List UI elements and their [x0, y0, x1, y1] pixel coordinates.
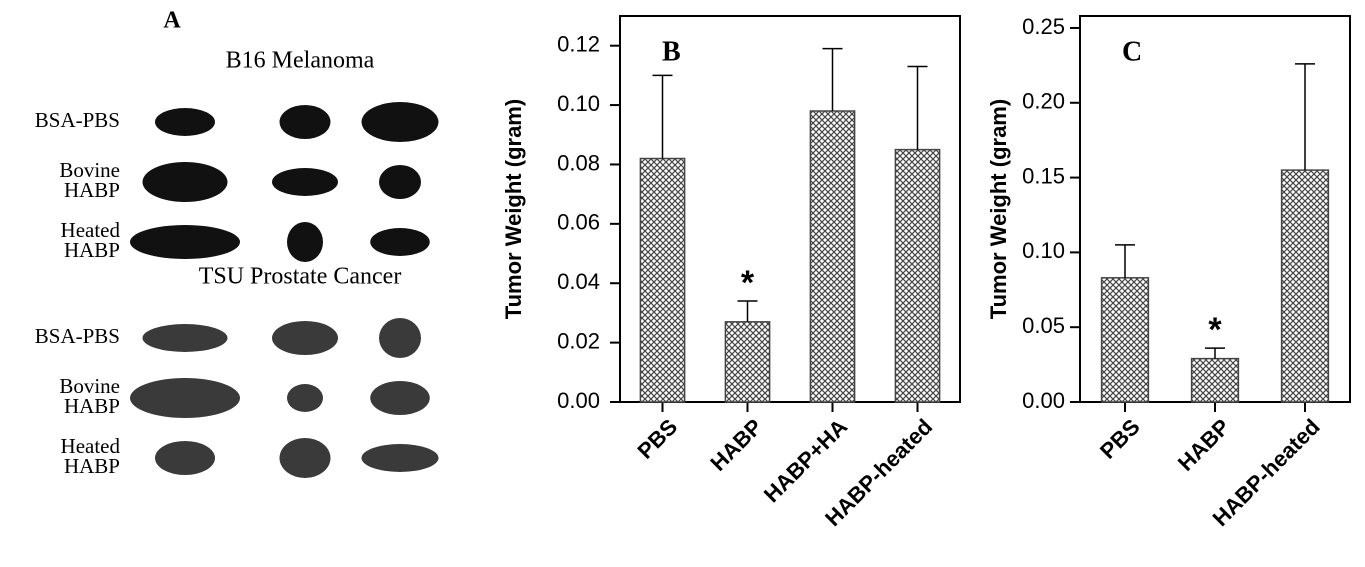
tumor-image [142, 162, 228, 202]
x-tick-label: PBS [1095, 414, 1145, 464]
error-bar [822, 47, 843, 112]
row-label: Bovine [59, 158, 120, 182]
error-bar [907, 65, 928, 150]
row-label: HABP [64, 454, 120, 478]
plot-frame [619, 15, 961, 403]
tumor-image [361, 444, 439, 472]
y-tick-label: 0.00 [1022, 388, 1065, 413]
tumor-image [130, 378, 240, 418]
y-tick-label: 0.00 [557, 388, 600, 413]
error-bar [1205, 347, 1225, 359]
y-tick-label: 0.10 [1022, 238, 1065, 263]
bar [1190, 357, 1240, 403]
bar [809, 110, 856, 403]
tumor-image [379, 165, 421, 199]
error-bar [737, 300, 758, 322]
y-axis-label: Tumor Weight (gram) [986, 99, 1011, 319]
row-label: Heated [61, 434, 121, 458]
panel-label: B [662, 36, 681, 67]
y-tick-label: 0.05 [1022, 313, 1065, 338]
y-tick-label: 0.25 [1022, 14, 1065, 39]
row-label: HABP [64, 178, 120, 202]
significance-marker: * [1208, 311, 1222, 349]
y-axis-label: Tumor Weight (gram) [501, 99, 526, 319]
tumor-image [155, 108, 215, 136]
row-label: HABP [64, 394, 120, 418]
x-tick-label: HABP+HA [759, 414, 852, 507]
y-tick-label: 0.10 [557, 91, 600, 116]
bar [724, 321, 771, 403]
y-tick-label: 0.04 [557, 269, 600, 294]
y-tick-label: 0.08 [557, 150, 600, 175]
row-label: HABP [64, 238, 120, 262]
tumor-image [272, 321, 338, 355]
tumor-image [370, 228, 430, 256]
bar [894, 148, 941, 403]
y-tick-label: 0.06 [557, 210, 600, 235]
error-bar [652, 74, 673, 159]
row-label: BSA-PBS [35, 324, 120, 348]
significance-marker: * [741, 264, 755, 302]
row-label: BSA-PBS [35, 108, 120, 132]
bar [1100, 277, 1150, 403]
y-tick-label: 0.20 [1022, 89, 1065, 114]
row-label: Heated [61, 218, 121, 242]
section-title: TSU Prostate Cancer [199, 264, 402, 290]
tumor-image [361, 102, 439, 142]
x-tick-label: PBS [632, 414, 682, 464]
panel-label: A [163, 8, 181, 34]
tumor-image [379, 318, 421, 358]
tumor-image [287, 384, 323, 412]
panel-label: C [1122, 36, 1142, 67]
tumor-image [142, 324, 228, 352]
y-tick-label: 0.12 [557, 32, 600, 57]
error-bar [1115, 244, 1135, 278]
row-label: Bovine [59, 374, 120, 398]
tumor-image [287, 222, 323, 262]
tumor-image [279, 438, 331, 478]
x-tick-label: HABP [705, 414, 767, 476]
tumor-image [155, 441, 215, 475]
bar [639, 157, 686, 403]
error-bar [1295, 63, 1315, 171]
bar [1280, 169, 1330, 403]
tumor-image [272, 168, 338, 196]
x-tick-label: HABP [1173, 414, 1235, 476]
y-tick-label: 0.15 [1022, 163, 1065, 188]
section-title: B16 Melanoma [226, 48, 375, 74]
tumor-image [370, 381, 430, 415]
tumor-image [279, 105, 331, 139]
tumor-image [130, 225, 240, 259]
y-tick-label: 0.02 [557, 328, 600, 353]
